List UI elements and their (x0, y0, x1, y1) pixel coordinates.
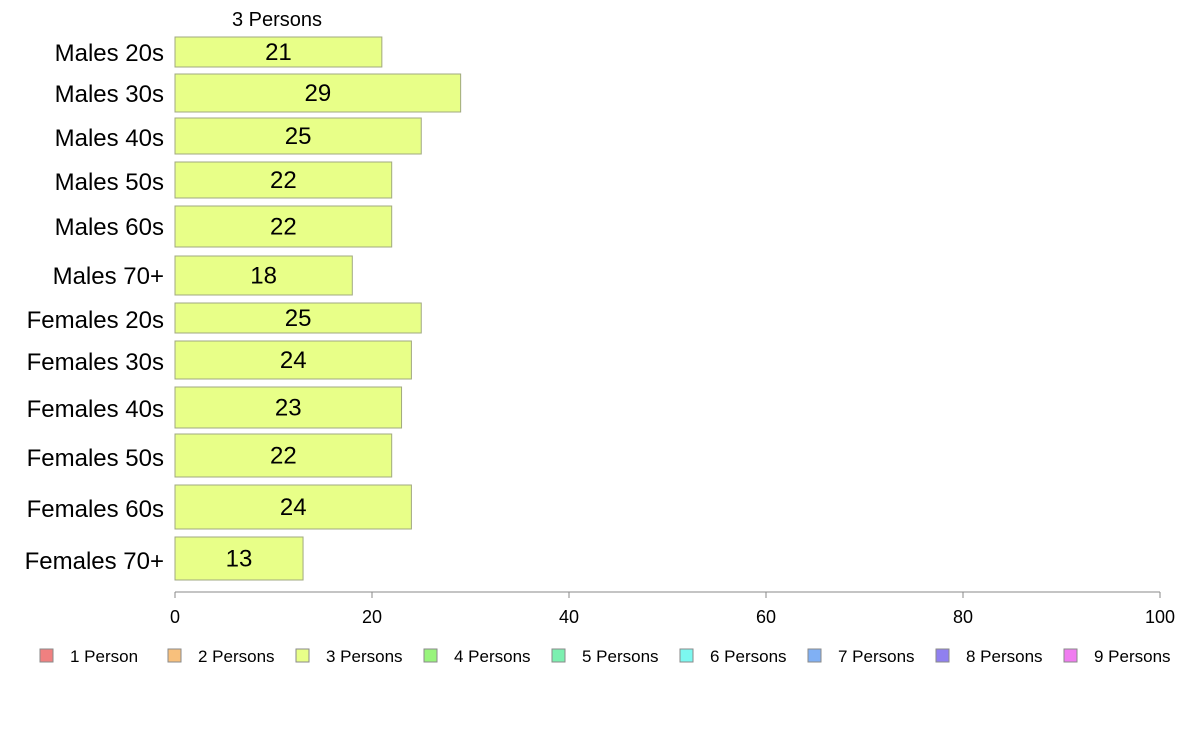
category-label: Males 50s (55, 169, 164, 196)
x-tick-label: 20 (362, 607, 382, 627)
bar-value-label: 21 (265, 39, 292, 66)
category-label: Females 60s (27, 496, 164, 523)
category-label: Females 70+ (25, 548, 164, 575)
bar (174, 340, 412, 380)
bar (174, 36, 383, 68)
bar-value-label: 22 (270, 214, 297, 241)
bar (174, 484, 412, 530)
category-label: Females 40s (27, 396, 164, 423)
bar-value-label: 24 (280, 494, 307, 521)
legend-label: 1 Person (70, 647, 138, 666)
category-label: Males 30s (55, 81, 164, 108)
legend-swatch (935, 648, 950, 663)
legend-swatch (167, 648, 182, 663)
bar (174, 433, 393, 478)
bar (174, 205, 393, 248)
legend-label: 6 Persons (710, 647, 787, 666)
x-tick-label: 40 (559, 607, 579, 627)
bar-value-label: 24 (280, 347, 307, 374)
category-labels: Males 20s Males 30s Males 40s Males 50s Male… (25, 40, 164, 575)
category-label: Males 40s (55, 125, 164, 152)
bar-value-label: 25 (285, 305, 312, 332)
bar-value-label: 18 (250, 263, 277, 290)
bar-value-label: 22 (270, 443, 297, 470)
bar (174, 536, 304, 581)
x-tick-label: 0 (170, 607, 180, 627)
legend-label: 5 Persons (582, 647, 659, 666)
legend-swatch (423, 648, 438, 663)
legend-label: 3 Persons (326, 647, 403, 666)
category-label: Males 60s (55, 214, 164, 241)
legend-label: 7 Persons (838, 647, 915, 666)
category-label: Females 30s (27, 349, 164, 376)
bar-value-label: 13 (226, 546, 253, 573)
legend-label: 9 Persons (1094, 647, 1171, 666)
x-tick-label: 80 (953, 607, 973, 627)
bar (174, 255, 353, 296)
category-label: Males 70+ (53, 263, 164, 290)
legend-swatch (1063, 648, 1078, 663)
bar (174, 302, 422, 334)
legend-label: 8 Persons (966, 647, 1043, 666)
legend-swatch (39, 648, 54, 663)
legend-label: 2 Persons (198, 647, 275, 666)
legend-label: 4 Persons (454, 647, 531, 666)
bar (174, 161, 393, 199)
x-tick-label: 60 (756, 607, 776, 627)
bar-value-label: 23 (275, 395, 302, 422)
bar (174, 386, 403, 429)
category-label: Males 20s (55, 40, 164, 67)
bars-group: 21 29 25 22 22 18 25 24 23 22 24 13 (174, 36, 462, 581)
series-title: 3 Persons (232, 9, 322, 31)
bar (174, 73, 462, 113)
bar-value-label: 29 (304, 80, 331, 107)
legend-swatch (807, 648, 822, 663)
category-label: Females 50s (27, 445, 164, 472)
legend: 1 Person 2 Persons 3 Persons 4 Persons 5 Per… (39, 647, 1171, 666)
x-axis: 0 20 40 60 80 100 (170, 591, 1175, 627)
legend-swatch (295, 648, 310, 663)
x-tick-label: 100 (1145, 607, 1175, 627)
bar-value-label: 25 (285, 123, 312, 150)
bar-value-label: 22 (270, 167, 297, 194)
category-label: Females 20s (27, 307, 164, 334)
legend-swatch (551, 648, 566, 663)
legend-swatch (679, 648, 694, 663)
bar (174, 117, 422, 155)
